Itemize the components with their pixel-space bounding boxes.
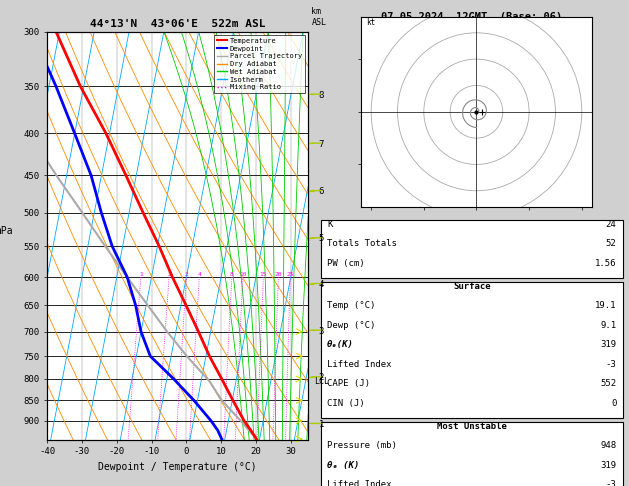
- Text: 1.56: 1.56: [595, 259, 616, 268]
- Text: 25: 25: [287, 272, 294, 277]
- Text: 20: 20: [275, 272, 282, 277]
- Text: 0: 0: [611, 399, 616, 408]
- Text: 10: 10: [239, 272, 247, 277]
- Text: Most Unstable: Most Unstable: [437, 422, 507, 431]
- Text: 8: 8: [230, 272, 234, 277]
- Text: 24: 24: [606, 220, 616, 229]
- Text: PW (cm): PW (cm): [327, 259, 365, 268]
- Text: Temp (°C): Temp (°C): [327, 301, 376, 311]
- Text: kt: kt: [366, 18, 375, 27]
- Text: 948: 948: [600, 441, 616, 451]
- Y-axis label: hPa: hPa: [0, 226, 13, 236]
- Text: 19.1: 19.1: [595, 301, 616, 311]
- Text: θₑ (K): θₑ (K): [327, 461, 359, 470]
- Text: CIN (J): CIN (J): [327, 399, 365, 408]
- Text: km
ASL: km ASL: [311, 7, 326, 27]
- Text: Totals Totals: Totals Totals: [327, 239, 397, 248]
- Text: CAPE (J): CAPE (J): [327, 379, 370, 388]
- Text: Lifted Index: Lifted Index: [327, 360, 392, 369]
- Text: 1: 1: [139, 272, 143, 277]
- Text: 52: 52: [606, 239, 616, 248]
- Text: -3: -3: [606, 360, 616, 369]
- Bar: [321, 422, 623, 486]
- Text: LCL: LCL: [314, 377, 329, 386]
- Text: 3: 3: [185, 272, 189, 277]
- Text: Lifted Index: Lifted Index: [327, 480, 392, 486]
- Text: 552: 552: [600, 379, 616, 388]
- Text: 319: 319: [600, 340, 616, 349]
- Legend: Temperature, Dewpoint, Parcel Trajectory, Dry Adiabat, Wet Adiabat, Isotherm, Mi: Temperature, Dewpoint, Parcel Trajectory…: [214, 35, 304, 93]
- Text: Surface: Surface: [453, 282, 491, 291]
- Text: 2: 2: [167, 272, 171, 277]
- Text: 15: 15: [260, 272, 267, 277]
- Text: Pressure (mb): Pressure (mb): [327, 441, 397, 451]
- Text: K: K: [327, 220, 333, 229]
- Text: Dewp (°C): Dewp (°C): [327, 321, 376, 330]
- Text: 319: 319: [600, 461, 616, 470]
- Bar: [321, 282, 623, 418]
- Text: © weatheronline.co.uk: © weatheronline.co.uk: [423, 472, 520, 481]
- Text: -3: -3: [606, 480, 616, 486]
- X-axis label: Dewpoint / Temperature (°C): Dewpoint / Temperature (°C): [98, 462, 257, 472]
- Text: 4: 4: [198, 272, 201, 277]
- Text: θₑ(K): θₑ(K): [327, 340, 354, 349]
- Title: 44°13'N  43°06'E  522m ASL: 44°13'N 43°06'E 522m ASL: [90, 19, 265, 30]
- Text: 9.1: 9.1: [600, 321, 616, 330]
- Text: 07.05.2024  12GMT  (Base: 06): 07.05.2024 12GMT (Base: 06): [381, 12, 562, 22]
- Bar: [321, 220, 623, 278]
